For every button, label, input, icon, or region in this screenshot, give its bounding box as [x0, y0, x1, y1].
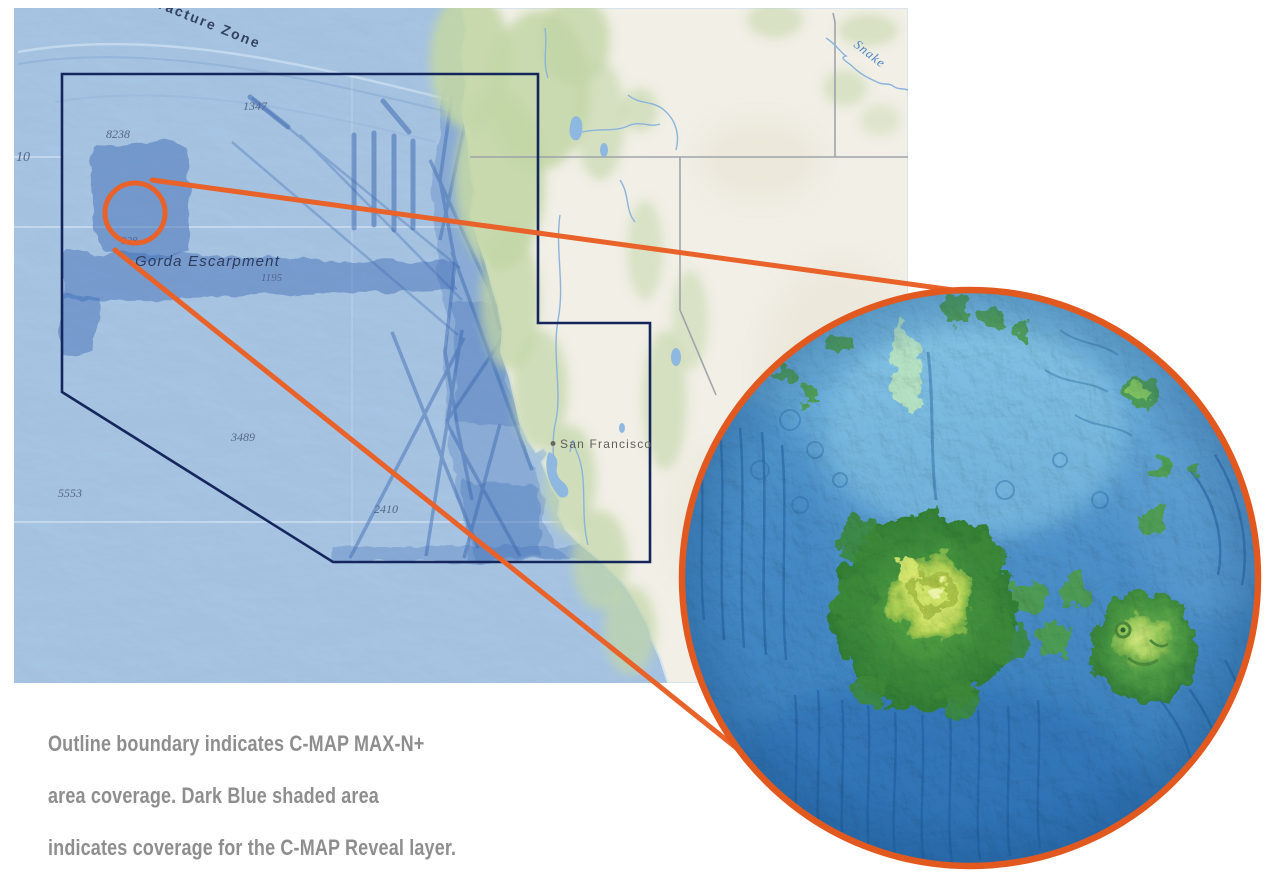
- cmap-boundary-outline: [60, 72, 652, 564]
- magnifier-callout: [102, 177, 956, 753]
- label-san-francisco: San Francisco: [560, 437, 652, 451]
- sounding-8238: 8238: [106, 127, 130, 141]
- lakes: [546, 116, 681, 498]
- inset-vignette: [684, 292, 1256, 864]
- inset-ring: [678, 286, 1262, 870]
- caption-line-1: Outline boundary indicates C-MAP MAX-N+: [48, 731, 425, 756]
- sounding-1347: 1347: [243, 99, 268, 113]
- label-gorda-escarpment: Gorda Escarpment: [135, 253, 280, 270]
- caption-line-3: indicates coverage for the C-MAP Reveal …: [48, 835, 457, 860]
- sounding-1195: 1195: [261, 272, 283, 284]
- callout-source-circle: [102, 180, 168, 246]
- caption: Outline boundary indicates C-MAP MAX-N+ …: [48, 718, 456, 874]
- caption-line-2: area coverage. Dark Blue shaded area: [48, 783, 379, 808]
- sounding-3489: 3489: [230, 430, 255, 444]
- sf-bay: [546, 452, 569, 498]
- sounding-2410: 2410: [374, 502, 398, 516]
- sounding-5553: 5553: [58, 486, 82, 500]
- san-francisco-marker: [550, 441, 556, 446]
- vegetation: [430, 8, 900, 675]
- sounding-10: 10: [16, 150, 30, 165]
- state-borders: [470, 12, 908, 396]
- callout-line-lower: [112, 247, 742, 753]
- fracture-ridge-lines: [17, 42, 451, 143]
- callout-line-upper: [149, 177, 956, 293]
